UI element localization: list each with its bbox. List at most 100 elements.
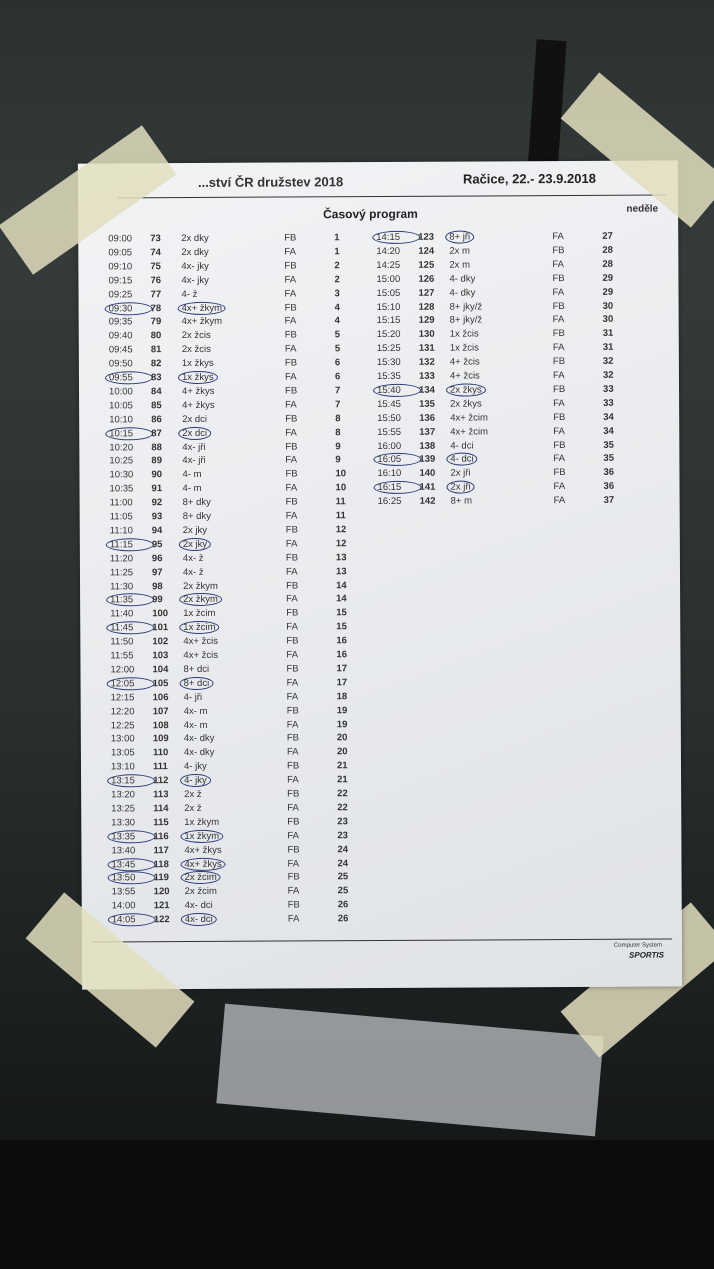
race-number: 74: [150, 247, 161, 259]
race-event: 8+ jři: [445, 230, 475, 244]
race-number: 141: [419, 481, 436, 493]
race-course: FA: [284, 343, 297, 355]
race-event: 4x+ žkym: [181, 316, 223, 328]
race-number: 88: [151, 441, 162, 453]
race-number: 114: [153, 803, 169, 815]
race-event: 4x- jři: [182, 455, 206, 467]
race-time: 16:25: [377, 495, 402, 508]
race-time: 13:30: [111, 817, 136, 829]
race-course: FB: [552, 244, 565, 256]
race-event: 2x žkym: [183, 580, 218, 592]
race-time: 12:00: [110, 664, 135, 676]
race-number: 139: [419, 454, 436, 466]
schedule-sheet: ...ství ČR družstev 2018 Račice, 22.- 23…: [77, 160, 683, 990]
race-order: 30: [602, 300, 614, 312]
race-time: 13:25: [111, 803, 136, 815]
race-course: FA: [287, 774, 299, 786]
race-number: 100: [152, 608, 169, 620]
race-course: FA: [286, 718, 299, 730]
race-event: 8+ dky: [182, 510, 211, 523]
race-time: 16:05: [373, 453, 422, 467]
race-course: FA: [287, 802, 299, 814]
race-order: 5: [334, 343, 341, 355]
race-time: 11:55: [110, 650, 134, 662]
race-event: 2x žkys: [450, 398, 482, 410]
race-event: 2x ž: [184, 788, 202, 801]
race-order: 19: [336, 718, 348, 730]
race-number: 135: [419, 398, 435, 410]
race-course: FB: [284, 329, 297, 341]
race-event: 4- dky: [449, 273, 476, 285]
race-event: 4x+ žcis: [183, 649, 219, 662]
race-order: 33: [603, 383, 614, 395]
race-course: FA: [552, 314, 565, 326]
race-time: 10:00: [109, 386, 133, 398]
race-number: 120: [153, 886, 170, 898]
race-order: 9: [335, 454, 341, 466]
race-course: FA: [287, 885, 300, 897]
race-event: 4+ žcis: [449, 370, 480, 382]
race-number: 99: [152, 594, 163, 606]
race-course: FA: [285, 427, 297, 439]
race-event: 8+ m: [450, 495, 473, 507]
race-order: 34: [603, 425, 614, 437]
race-event: 2x žcis: [181, 330, 211, 342]
race-course: FB: [285, 524, 298, 536]
race-order: 2: [334, 273, 340, 285]
race-event: 4x- jky: [181, 274, 209, 286]
race-time: 11:10: [109, 525, 133, 537]
race-order: 20: [336, 746, 348, 758]
race-event: 1x žkys: [177, 370, 218, 385]
race-event: 4- jři: [183, 691, 203, 703]
race-event: 2x jky: [178, 537, 212, 551]
race-number: 83: [150, 372, 162, 384]
race-event: 1x žkym: [180, 829, 224, 843]
race-event: 4- dci: [446, 452, 478, 467]
race-time: 11:20: [109, 552, 134, 565]
race-number: 78: [150, 302, 162, 314]
race-time: 15:25: [376, 343, 401, 355]
race-event: 2x žcis: [181, 344, 211, 356]
race-order: 10: [335, 468, 347, 480]
race-order: 13: [335, 551, 347, 563]
race-number: 108: [152, 719, 169, 731]
race-course: FA: [286, 677, 299, 689]
race-order: 25: [337, 885, 349, 897]
footer-brand-logo: SPORTIS: [628, 950, 665, 960]
race-number: 115: [153, 816, 169, 828]
race-time: 09:05: [108, 247, 133, 259]
race-event: 4x+ žkys: [180, 857, 226, 871]
race-course: FA: [553, 481, 566, 493]
race-course: FA: [553, 453, 566, 465]
race-time: 15:05: [376, 287, 401, 299]
race-order: 12: [335, 524, 347, 536]
race-number: 134: [419, 384, 435, 396]
race-course: FB: [286, 607, 299, 619]
race-course: FB: [286, 732, 300, 744]
race-order: 35: [603, 439, 614, 451]
race-number: 110: [152, 747, 169, 759]
race-course: FA: [286, 746, 299, 758]
race-event: 8+ dci: [183, 663, 210, 675]
race-course: FB: [286, 760, 300, 772]
race-number: 105: [152, 677, 169, 689]
race-number: 104: [152, 664, 169, 676]
race-course: FA: [285, 454, 298, 466]
race-number: 142: [419, 495, 436, 507]
race-time: 15:35: [376, 370, 401, 383]
race-event: 1x žcim: [179, 621, 220, 635]
race-order: 7: [335, 399, 341, 411]
footer-divider: [91, 938, 672, 943]
race-number: 131: [418, 342, 435, 354]
race-event: 4x- m: [183, 719, 208, 731]
race-number: 125: [418, 259, 435, 271]
race-course: FB: [553, 383, 566, 395]
race-event: 2x dci: [182, 413, 208, 425]
race-order: 1: [334, 246, 340, 258]
race-event: 1x žcis: [449, 328, 479, 340]
race-time: 09:50: [108, 358, 133, 370]
race-order: 17: [336, 676, 348, 689]
race-time: 09:00: [108, 233, 133, 245]
race-time: 13:40: [111, 844, 136, 857]
race-number: 121: [153, 900, 170, 912]
